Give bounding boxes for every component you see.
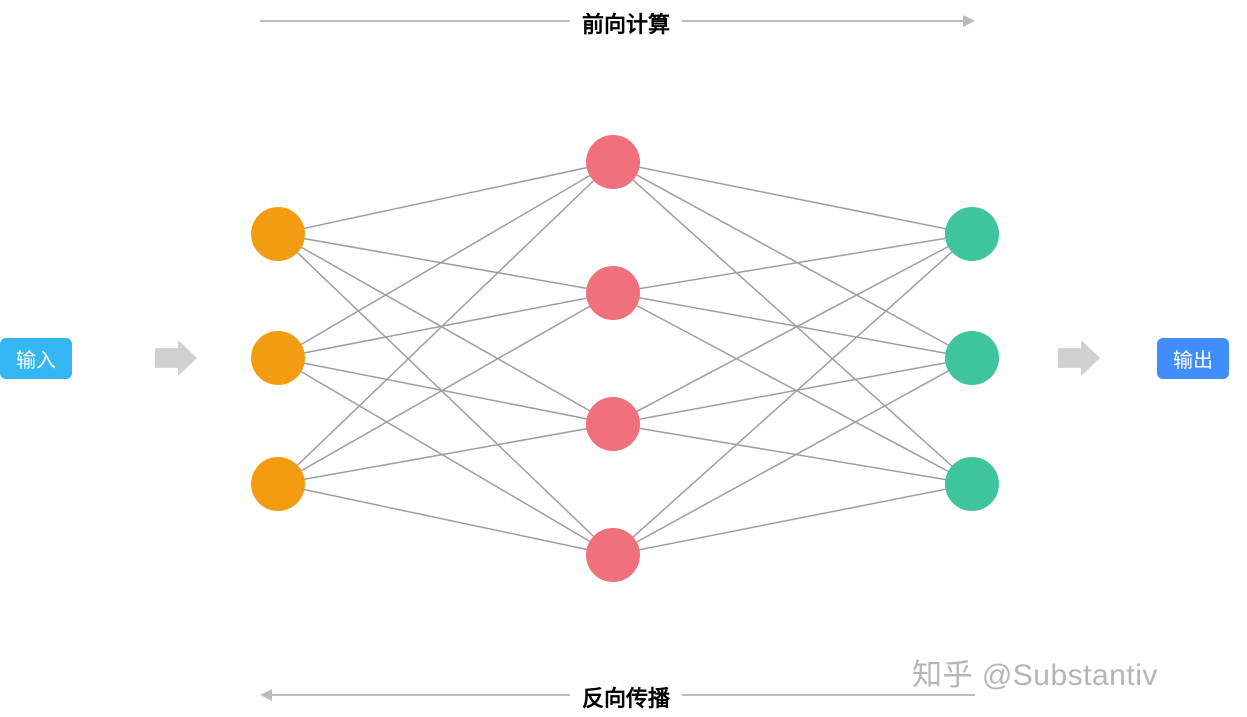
- step-arrow-from-network: [1058, 340, 1100, 381]
- output-badge: 输出: [1157, 338, 1229, 379]
- input-badge-label: 输入: [16, 350, 56, 372]
- backward-flow-label: 反向传播: [570, 681, 682, 713]
- input-badge: 输入: [0, 338, 72, 379]
- step-arrow-to-network: [155, 340, 197, 381]
- forward-flow-label: 前向计算: [570, 7, 682, 39]
- output-badge-label: 输出: [1173, 350, 1213, 372]
- watermark-text: 知乎 @Substantiv: [912, 650, 1158, 694]
